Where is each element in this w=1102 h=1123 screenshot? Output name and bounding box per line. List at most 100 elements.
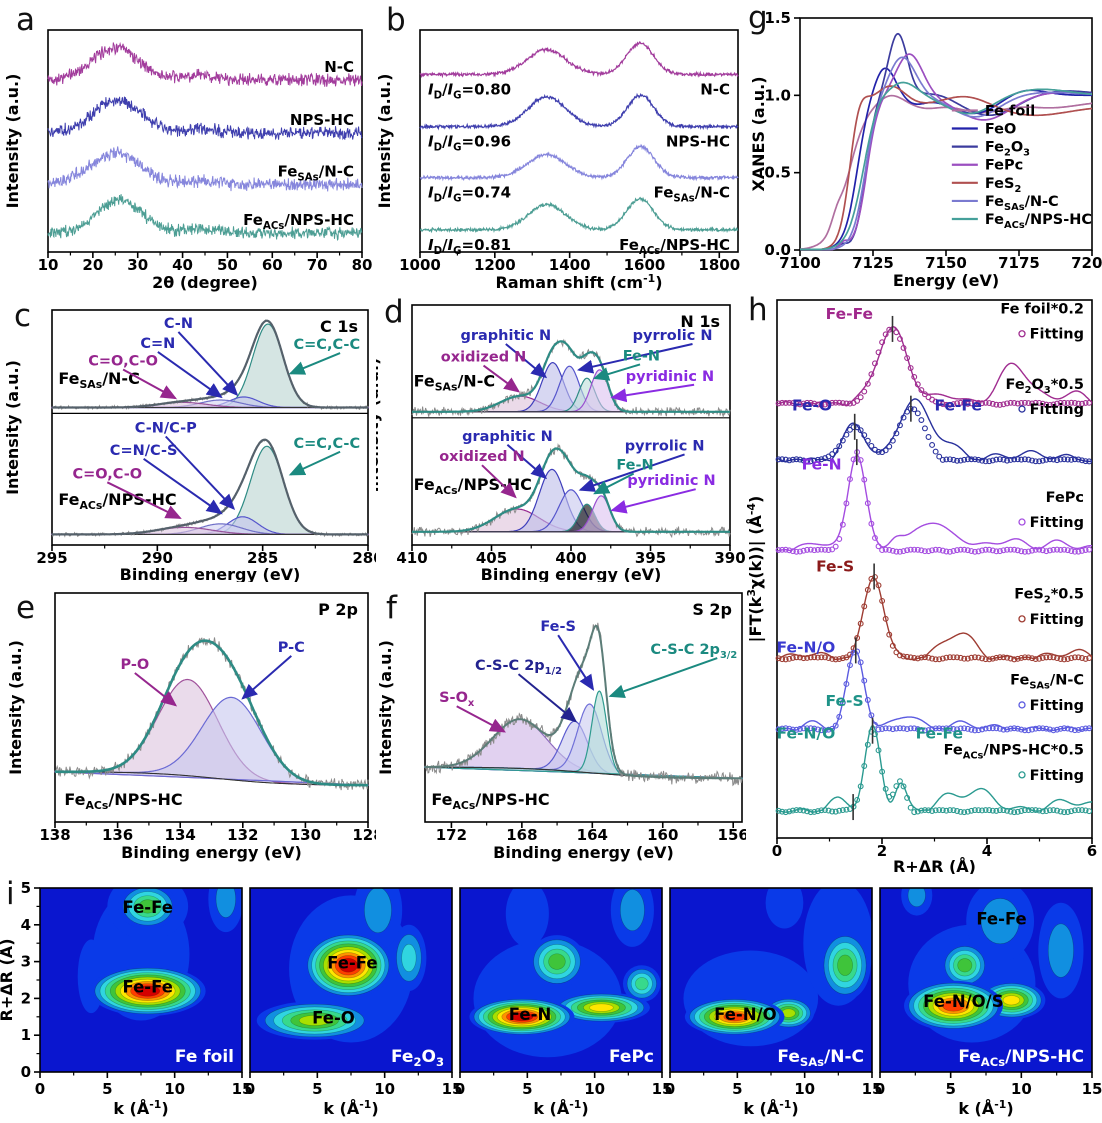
- svg-text:Binding energy (eV): Binding energy (eV): [121, 843, 302, 862]
- panel-letter-a: a: [16, 2, 35, 38]
- svg-text:Intensity (a.u.): Intensity (a.u.): [3, 360, 22, 495]
- svg-text:7100: 7100: [779, 254, 821, 272]
- svg-text:C-N: C-N: [164, 316, 193, 332]
- svg-text:FePc: FePc: [1046, 490, 1084, 506]
- svg-text:pyrrolic N: pyrrolic N: [625, 438, 705, 454]
- svg-text:Energy (eV): Energy (eV): [893, 271, 999, 290]
- panel-letter-b: b: [386, 2, 406, 38]
- svg-text:Fitting: Fitting: [1030, 327, 1084, 343]
- svg-text:390: 390: [714, 549, 745, 567]
- svg-text:FePc: FePc: [609, 1047, 654, 1067]
- svg-text:0: 0: [665, 1080, 675, 1098]
- svg-text:FeSAs/N-C: FeSAs/N-C: [414, 372, 496, 394]
- svg-text:7125: 7125: [852, 254, 894, 272]
- svg-text:410: 410: [396, 549, 427, 567]
- svg-text:pyridinic N: pyridinic N: [626, 369, 714, 385]
- xanes-plot: 7100 7125 7150 7175 7200 Energy (eV) XANES (a.…: [749, 9, 1102, 290]
- panel-c-xps-c1s: c 295 290 285 280 Binding energy (eV) Intensi…: [0, 292, 376, 582]
- svg-text:FeS2: FeS2: [985, 176, 1021, 195]
- xps-s2p-plot: 172 168 164 160 156 Binding energy (eV) Intens…: [376, 592, 746, 862]
- svg-text:FeO: FeO: [985, 122, 1016, 138]
- wavelet-maps-plot: Fe-Fe Fe-Fe Fe foil 0 5 10 15 k (Å-1) 0 1 2 3 4 5 R+ΔR…: [0, 879, 1102, 1118]
- panel-letter-e: e: [16, 590, 36, 626]
- svg-text:P-O: P-O: [120, 657, 149, 673]
- svg-text:k (Å-1): k (Å-1): [323, 1098, 378, 1118]
- panel-h-exafs: h 0 2 4 6 R+ΔR (Å) |FT(k3χ(k))| (Å-4) Fe-Fe Fe …: [746, 292, 1102, 874]
- svg-text:C=C,C-C: C=C,C-C: [294, 337, 361, 353]
- xps-n1s-plot: 410 405 400 395 390 Binding energy (eV) Intens…: [376, 304, 746, 582]
- svg-text:134: 134: [165, 826, 196, 844]
- svg-text:290: 290: [142, 549, 173, 567]
- svg-text:7200: 7200: [1071, 254, 1102, 272]
- svg-text:Fe-N: Fe-N: [616, 458, 653, 474]
- svg-text:Fe-Fe: Fe-Fe: [327, 953, 377, 972]
- svg-text:5: 5: [732, 1080, 742, 1098]
- svg-text:FePc: FePc: [985, 158, 1023, 174]
- svg-text:C-S-C 2p1/2: C-S-C 2p1/2: [475, 658, 562, 677]
- svg-text:Binding energy (eV): Binding energy (eV): [481, 565, 662, 582]
- panel-i-wavelet-maps: i Fe-Fe Fe-Fe Fe foil 0 5 10 15 k (Å-1) 0 1 2 3 4 5 R+…: [0, 872, 1102, 1123]
- svg-text:Fe-Fe: Fe-Fe: [935, 396, 982, 414]
- svg-text:XANES (a.u.): XANES (a.u.): [749, 76, 768, 191]
- svg-text:C-S-C 2p3/2: C-S-C 2p3/2: [650, 642, 737, 661]
- svg-text:10: 10: [374, 1080, 395, 1098]
- svg-text:7175: 7175: [998, 254, 1040, 272]
- svg-text:P-C: P-C: [278, 640, 305, 656]
- svg-text:S 2p: S 2p: [692, 600, 732, 619]
- svg-text:Fe2O3: Fe2O3: [391, 1047, 444, 1069]
- panel-d-xps-n1s: d 410 405 400 395 390 Binding energy (eV) Inte…: [376, 292, 746, 582]
- svg-text:168: 168: [506, 826, 537, 844]
- svg-text:5: 5: [312, 1080, 322, 1098]
- svg-text:FeACs/NPS-HC: FeACs/NPS-HC: [243, 211, 354, 232]
- svg-text:P 2p: P 2p: [318, 600, 358, 619]
- svg-text:Fitting: Fitting: [1030, 698, 1084, 714]
- svg-text:50: 50: [217, 256, 238, 274]
- panel-letter-f: f: [386, 590, 397, 626]
- panel-letter-i: i: [6, 876, 15, 912]
- svg-text:Fe-S: Fe-S: [540, 619, 576, 635]
- svg-text:4: 4: [21, 916, 31, 934]
- svg-text:N 1s: N 1s: [680, 312, 720, 331]
- svg-text:1200: 1200: [474, 256, 516, 274]
- svg-text:60: 60: [262, 256, 283, 274]
- svg-text:30: 30: [127, 256, 148, 274]
- svg-text:1.0: 1.0: [764, 86, 791, 104]
- panel-letter-h: h: [748, 292, 768, 328]
- svg-text:C 1s: C 1s: [320, 317, 358, 336]
- svg-text:1400: 1400: [549, 256, 591, 274]
- svg-text:ID/IG=0.80: ID/IG=0.80: [428, 80, 511, 101]
- svg-text:40: 40: [172, 256, 193, 274]
- svg-text:400: 400: [555, 549, 586, 567]
- svg-text:Fe-Fe: Fe-Fe: [916, 724, 963, 742]
- svg-text:k (Å-1): k (Å-1): [958, 1098, 1013, 1118]
- svg-text:FeACs/NPS-HC: FeACs/NPS-HC: [414, 475, 532, 497]
- panel-letter-c: c: [14, 298, 32, 334]
- svg-text:0: 0: [35, 1080, 45, 1098]
- svg-text:Fitting: Fitting: [1030, 515, 1084, 531]
- svg-text:70: 70: [307, 256, 328, 274]
- svg-text:10: 10: [164, 1080, 185, 1098]
- svg-text:1800: 1800: [698, 256, 740, 274]
- svg-text:Intensity (a.u.): Intensity (a.u.): [376, 74, 394, 209]
- svg-text:Fe2O3*0.5: Fe2O3*0.5: [1006, 377, 1084, 396]
- svg-text:7150: 7150: [925, 254, 967, 272]
- svg-text:ID/IG=0.74: ID/IG=0.74: [428, 184, 511, 205]
- svg-text:Fe-N: Fe-N: [802, 455, 842, 473]
- svg-text:N-C: N-C: [324, 58, 354, 76]
- svg-text:Fe-Fe: Fe-Fe: [826, 305, 873, 323]
- svg-text:Raman shift (cm-1): Raman shift (cm-1): [496, 272, 663, 292]
- svg-text:Fe-N: Fe-N: [623, 348, 660, 364]
- svg-text:1600: 1600: [624, 256, 666, 274]
- svg-text:172: 172: [436, 826, 467, 844]
- svg-text:FeACs/NPS-HC: FeACs/NPS-HC: [431, 790, 549, 812]
- svg-text:Fe-N/O/S: Fe-N/O/S: [923, 992, 1003, 1011]
- raman-plot: 1000 1200 1400 1600 1800 Raman shift (cm-1) In…: [376, 29, 740, 292]
- svg-text:ID/IG=0.81: ID/IG=0.81: [428, 236, 511, 257]
- svg-text:2: 2: [21, 989, 31, 1007]
- svg-text:ID/IG=0.96: ID/IG=0.96: [428, 133, 511, 154]
- svg-text:Fe-S: Fe-S: [816, 558, 854, 576]
- svg-text:0: 0: [772, 842, 782, 860]
- svg-text:Fe foil*0.2: Fe foil*0.2: [1000, 301, 1084, 317]
- svg-text:Fe-Fe: Fe-Fe: [123, 898, 173, 917]
- svg-text:80: 80: [352, 256, 373, 274]
